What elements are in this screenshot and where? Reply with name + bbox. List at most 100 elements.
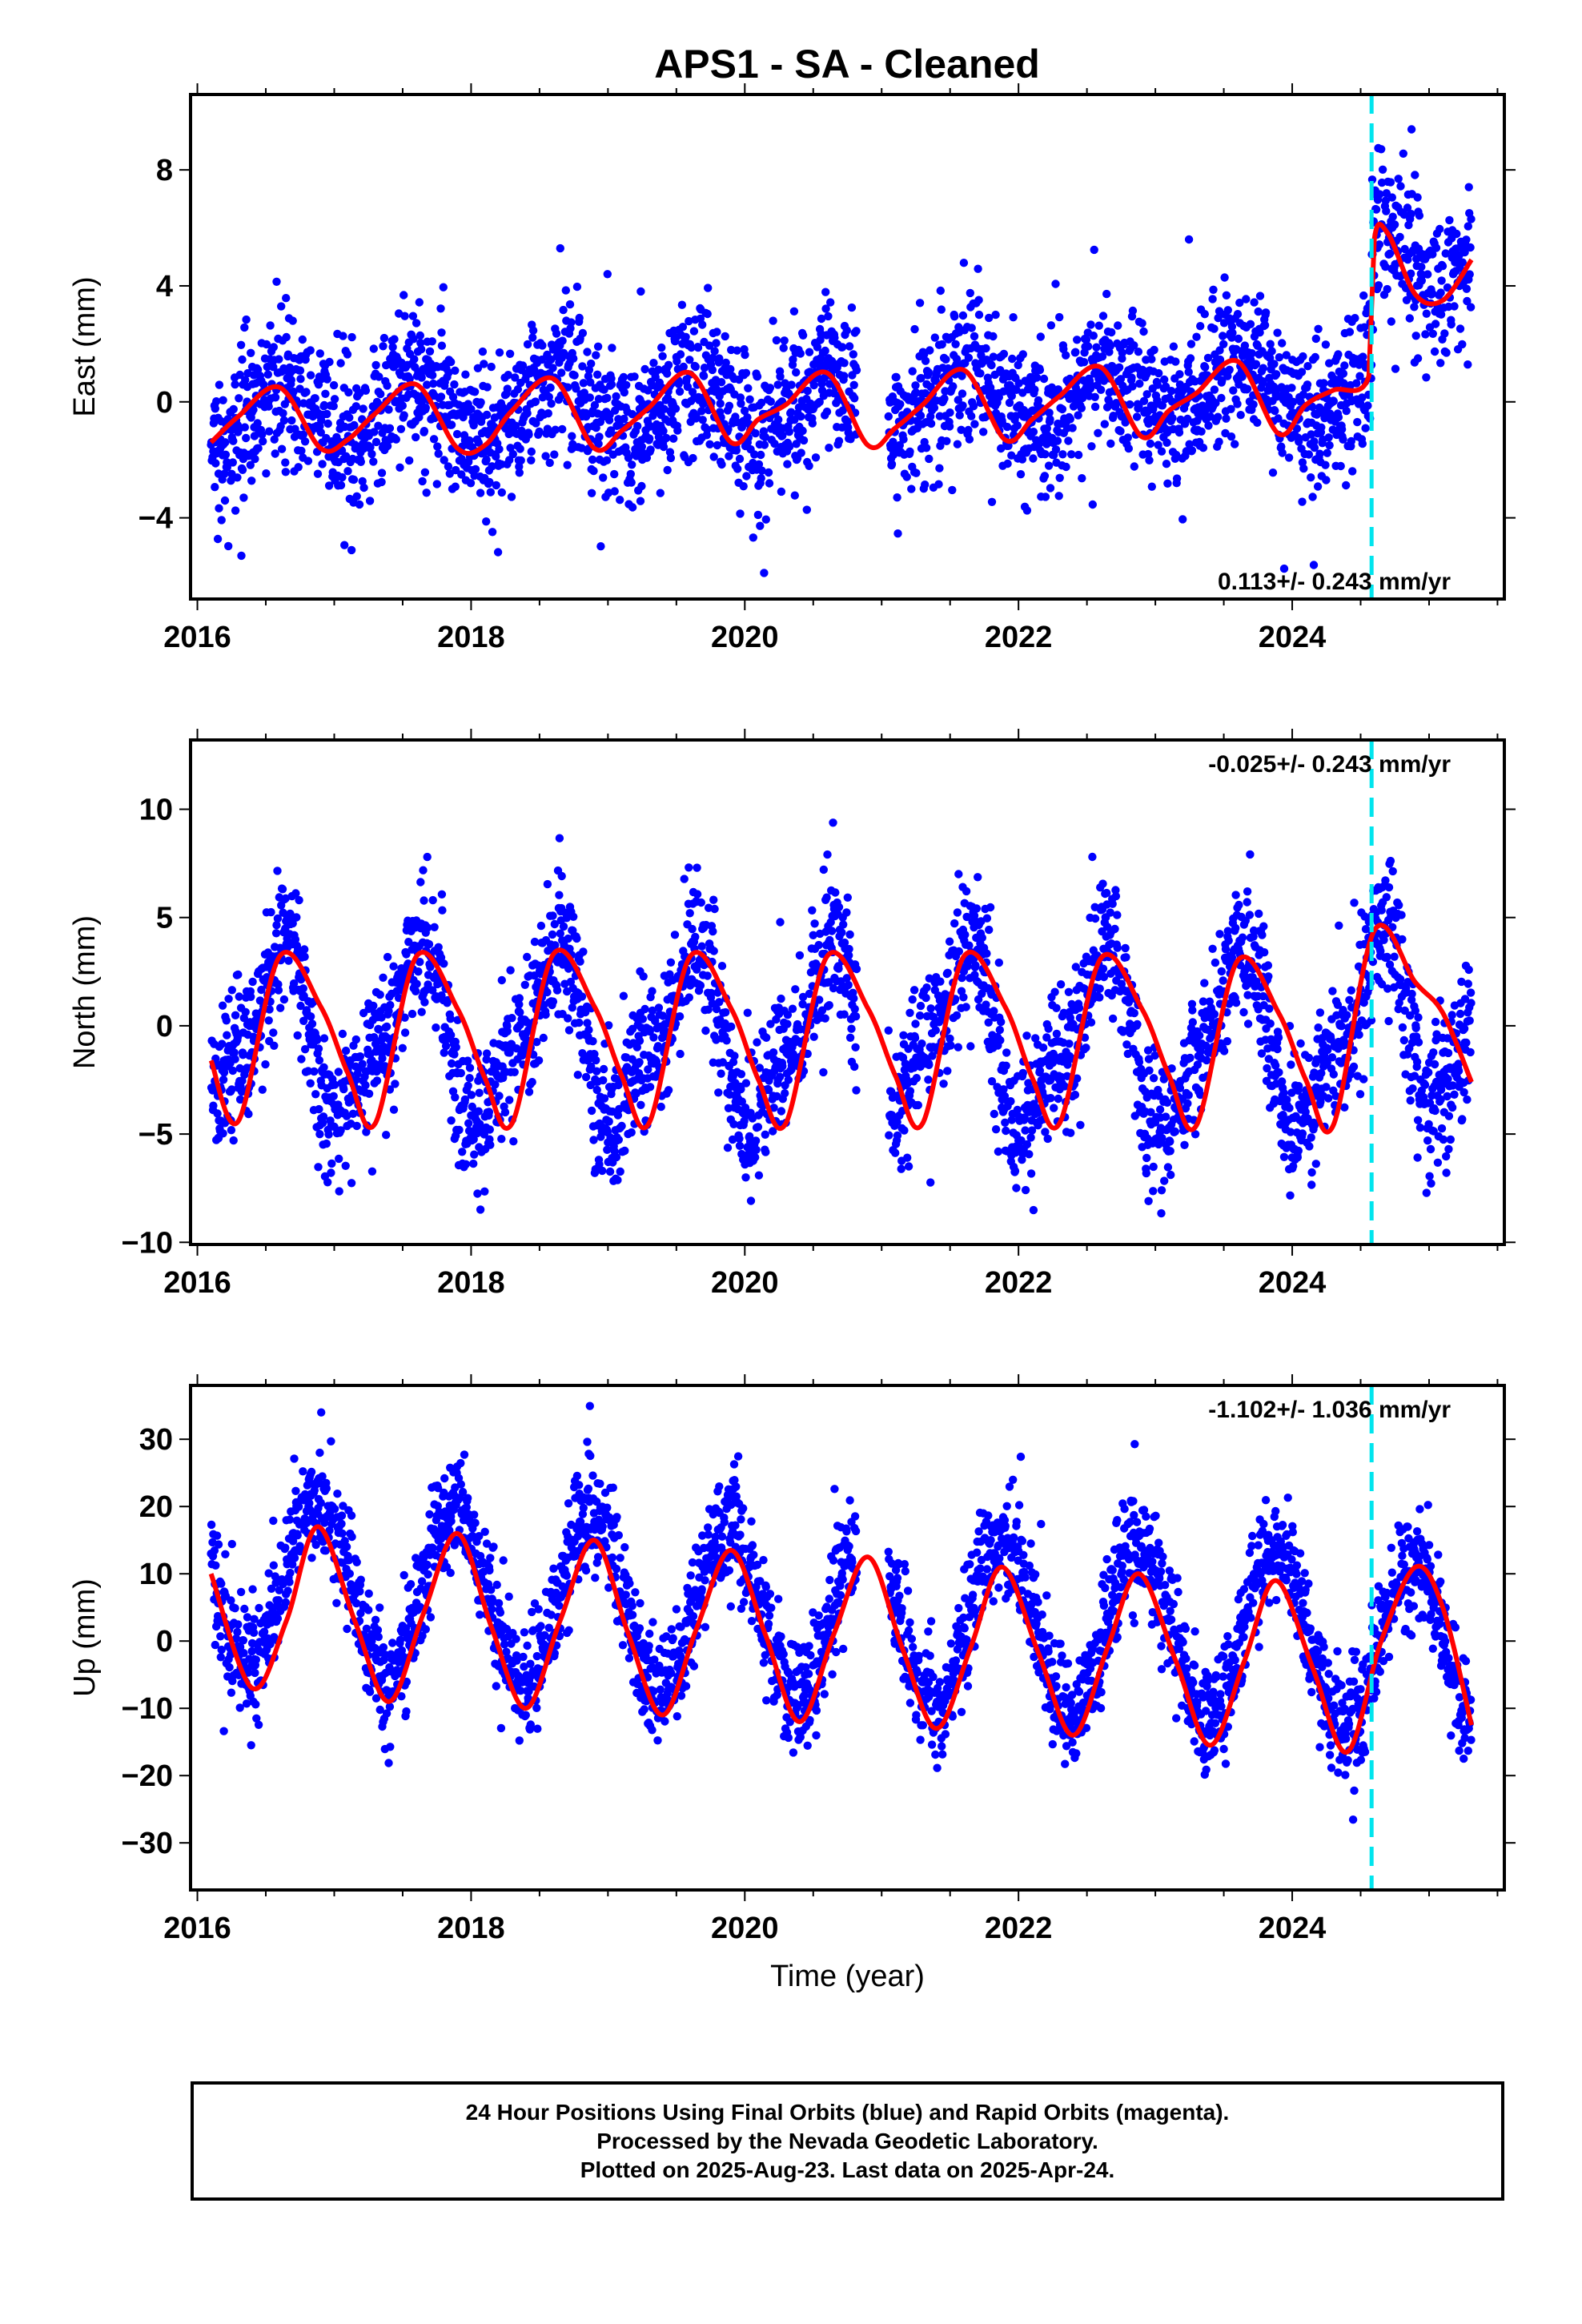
data-point bbox=[1016, 470, 1026, 479]
data-point bbox=[739, 482, 748, 491]
data-point bbox=[822, 893, 831, 902]
data-point bbox=[1310, 443, 1319, 452]
data-point bbox=[737, 1070, 746, 1079]
data-point bbox=[926, 1178, 935, 1187]
data-point bbox=[962, 1003, 970, 1011]
data-point bbox=[478, 347, 488, 356]
data-point bbox=[1383, 284, 1391, 294]
data-point bbox=[751, 1153, 760, 1162]
data-point bbox=[798, 426, 807, 436]
data-point bbox=[1337, 424, 1347, 434]
data-point bbox=[1078, 393, 1087, 403]
data-point bbox=[786, 408, 796, 416]
data-point bbox=[640, 1004, 649, 1014]
data-point bbox=[281, 458, 290, 467]
data-point bbox=[484, 1108, 494, 1116]
data-point bbox=[1381, 196, 1391, 205]
data-point bbox=[227, 476, 235, 485]
data-point bbox=[292, 913, 301, 922]
data-point bbox=[400, 1013, 409, 1022]
data-point bbox=[1253, 418, 1262, 427]
data-point bbox=[732, 446, 741, 455]
data-point bbox=[227, 1085, 236, 1094]
data-point bbox=[476, 489, 485, 497]
data-point bbox=[1321, 460, 1330, 469]
data-point bbox=[616, 496, 624, 505]
data-point bbox=[1162, 438, 1171, 447]
data-point bbox=[987, 497, 997, 506]
data-point bbox=[1273, 328, 1282, 337]
data-point bbox=[273, 914, 283, 923]
data-point bbox=[612, 392, 620, 401]
data-point bbox=[1225, 365, 1234, 374]
data-point bbox=[777, 1107, 786, 1116]
data-point bbox=[466, 479, 476, 488]
data-point bbox=[1116, 427, 1125, 436]
data-point bbox=[1289, 397, 1298, 406]
data-point bbox=[544, 409, 552, 418]
data-point bbox=[482, 1055, 491, 1064]
data-point bbox=[358, 1059, 367, 1068]
data-point bbox=[901, 1059, 910, 1068]
data-point bbox=[495, 348, 504, 357]
data-point bbox=[1342, 406, 1351, 416]
data-point bbox=[434, 449, 443, 458]
data-point bbox=[958, 372, 966, 380]
data-point bbox=[457, 470, 466, 479]
x-tick-label: 2024 bbox=[1259, 621, 1327, 654]
data-point bbox=[805, 348, 814, 356]
y-tick-label: 4 bbox=[156, 270, 173, 304]
data-point bbox=[352, 1121, 361, 1131]
data-point bbox=[1233, 310, 1243, 319]
data-point bbox=[369, 1001, 378, 1011]
data-point bbox=[1058, 450, 1067, 459]
data-point bbox=[1215, 346, 1224, 355]
data-point bbox=[697, 407, 706, 416]
east-plot-frame bbox=[189, 93, 1506, 601]
data-point bbox=[950, 919, 959, 928]
data-point bbox=[266, 321, 275, 330]
data-point bbox=[1322, 476, 1331, 485]
data-point bbox=[282, 294, 291, 303]
data-point bbox=[989, 352, 998, 361]
data-point bbox=[1142, 390, 1151, 399]
data-point bbox=[1071, 963, 1081, 971]
data-point bbox=[352, 492, 361, 501]
data-point bbox=[1079, 358, 1089, 367]
data-point bbox=[1353, 417, 1362, 427]
data-point bbox=[247, 348, 255, 357]
data-point bbox=[1403, 203, 1412, 212]
data-point bbox=[608, 344, 616, 352]
data-point bbox=[1090, 245, 1098, 255]
data-point bbox=[1385, 249, 1395, 258]
data-point bbox=[1074, 1003, 1084, 1012]
data-point bbox=[1246, 320, 1255, 328]
data-point bbox=[262, 469, 271, 478]
data-point bbox=[1084, 342, 1093, 351]
data-point bbox=[452, 465, 460, 475]
data-point bbox=[361, 1081, 370, 1090]
data-point bbox=[1026, 1169, 1036, 1178]
data-point bbox=[592, 1085, 601, 1095]
data-point bbox=[264, 1016, 273, 1025]
data-point bbox=[648, 1006, 657, 1015]
data-point bbox=[644, 1065, 652, 1074]
data-point bbox=[417, 345, 426, 354]
data-point bbox=[1215, 355, 1225, 364]
data-point bbox=[1123, 433, 1133, 442]
data-point bbox=[548, 911, 557, 920]
data-point bbox=[434, 943, 443, 952]
data-point bbox=[729, 1120, 738, 1129]
y-tick-label: −4 bbox=[139, 502, 173, 536]
data-point bbox=[778, 431, 787, 440]
data-point bbox=[1060, 1082, 1069, 1091]
data-point bbox=[220, 469, 229, 478]
data-point bbox=[1465, 270, 1474, 279]
data-point bbox=[546, 383, 555, 392]
data-point bbox=[1153, 380, 1162, 389]
data-point bbox=[619, 372, 628, 382]
data-point bbox=[1462, 235, 1471, 244]
data-point bbox=[1405, 314, 1415, 323]
